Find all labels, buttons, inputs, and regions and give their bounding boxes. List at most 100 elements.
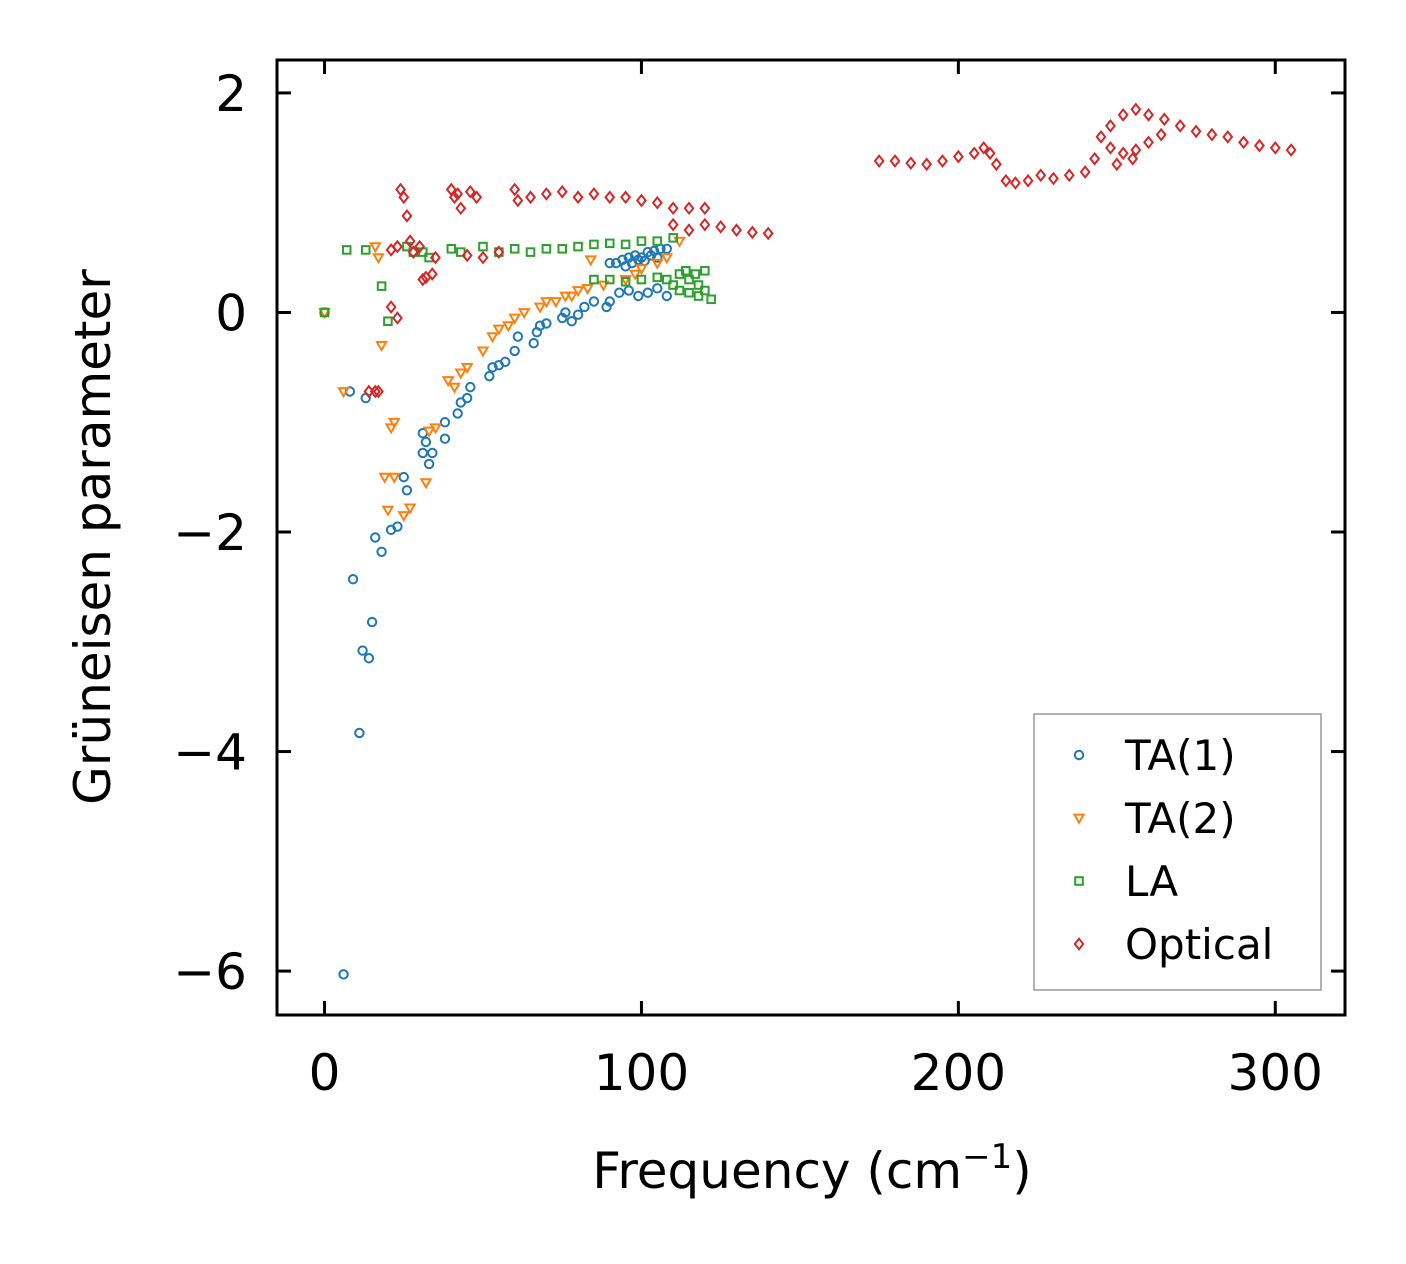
data-point (387, 417, 401, 429)
data-point (391, 239, 403, 254)
plot-frame (275, 58, 1347, 1017)
data-point (700, 285, 710, 296)
data-point (461, 248, 473, 263)
data-point (446, 244, 457, 254)
data-markers (318, 102, 1297, 980)
data-point (746, 225, 758, 240)
data-point (1117, 108, 1129, 122)
data-point (398, 190, 410, 205)
data-point (984, 146, 996, 161)
data-point (1035, 168, 1047, 183)
data-point (633, 290, 644, 302)
data-point (441, 376, 455, 388)
data-point (560, 307, 571, 318)
data-point (509, 345, 520, 357)
data-point (508, 313, 522, 325)
data-point (541, 318, 552, 329)
data-point (1269, 140, 1281, 155)
y-axis-label: Grüneisen parameter (64, 269, 122, 805)
data-point (661, 243, 673, 255)
legend: TA(1) TA(2) LA Optical (1033, 713, 1322, 991)
data-point (375, 341, 388, 353)
data-point (662, 274, 672, 285)
data-point (623, 285, 634, 296)
data-point (968, 146, 980, 161)
data-point (1206, 127, 1218, 142)
data-point (699, 217, 711, 232)
data-point (652, 283, 663, 294)
data-point (572, 190, 584, 205)
data-point (905, 156, 917, 171)
series-ta-1- (319, 243, 673, 980)
data-point (525, 190, 537, 205)
data-point (454, 368, 468, 380)
data-point (378, 472, 392, 484)
data-point (635, 264, 648, 276)
data-point (693, 291, 704, 301)
data-point (487, 362, 498, 373)
data-point (398, 471, 409, 483)
data-point (566, 316, 577, 327)
data-point (700, 265, 710, 276)
data-point (319, 307, 330, 318)
data-point (1174, 119, 1186, 133)
data-point (681, 265, 691, 276)
data-point (1079, 165, 1091, 179)
data-point (422, 426, 436, 438)
data-point (1047, 171, 1059, 186)
series-ta-2- (318, 236, 686, 523)
data-point (533, 302, 547, 314)
data-point (384, 423, 398, 435)
data-point (448, 382, 461, 394)
data-point (604, 274, 615, 285)
data-point (1222, 129, 1234, 144)
data-point (369, 384, 381, 399)
data-point (668, 280, 678, 290)
data-point (338, 969, 349, 980)
data-point (337, 387, 350, 399)
data-point (1022, 173, 1034, 188)
data-point (579, 301, 590, 313)
data-point (424, 252, 434, 263)
legend-label: TA(2) (1124, 794, 1236, 843)
data-point (588, 296, 600, 307)
data-point (1253, 138, 1265, 153)
data-point (668, 233, 678, 243)
data-point (597, 280, 610, 292)
data-point (492, 324, 506, 336)
data-point (512, 193, 524, 208)
data-point (541, 244, 552, 254)
data-point (357, 645, 368, 656)
data-point (1095, 129, 1107, 144)
x-tick-label: 0 (309, 1044, 341, 1102)
data-point (452, 187, 464, 201)
data-point (404, 234, 416, 248)
data-point (372, 384, 384, 399)
data-point (381, 505, 395, 517)
data-point (392, 521, 403, 532)
data-point (465, 381, 476, 393)
data-point (460, 362, 474, 374)
data-point (464, 184, 476, 199)
x-tick-label: 100 (594, 1044, 689, 1102)
data-point (499, 356, 511, 368)
data-point (417, 272, 429, 287)
data-point (978, 140, 990, 155)
x-tick-label: 300 (1228, 1044, 1323, 1102)
data-point (921, 157, 933, 172)
data-point (509, 182, 521, 197)
data-point (604, 190, 616, 205)
data-point (366, 616, 378, 628)
data-point (584, 255, 598, 267)
data-point (572, 309, 584, 320)
data-point (635, 193, 647, 208)
data-point (604, 238, 615, 249)
data-point (478, 241, 488, 252)
data-point (873, 154, 885, 168)
data-point (484, 370, 495, 382)
data-point (588, 187, 600, 201)
data-point (952, 149, 964, 164)
data-point (471, 190, 483, 205)
data-point (1143, 135, 1154, 150)
data-point (528, 338, 539, 349)
